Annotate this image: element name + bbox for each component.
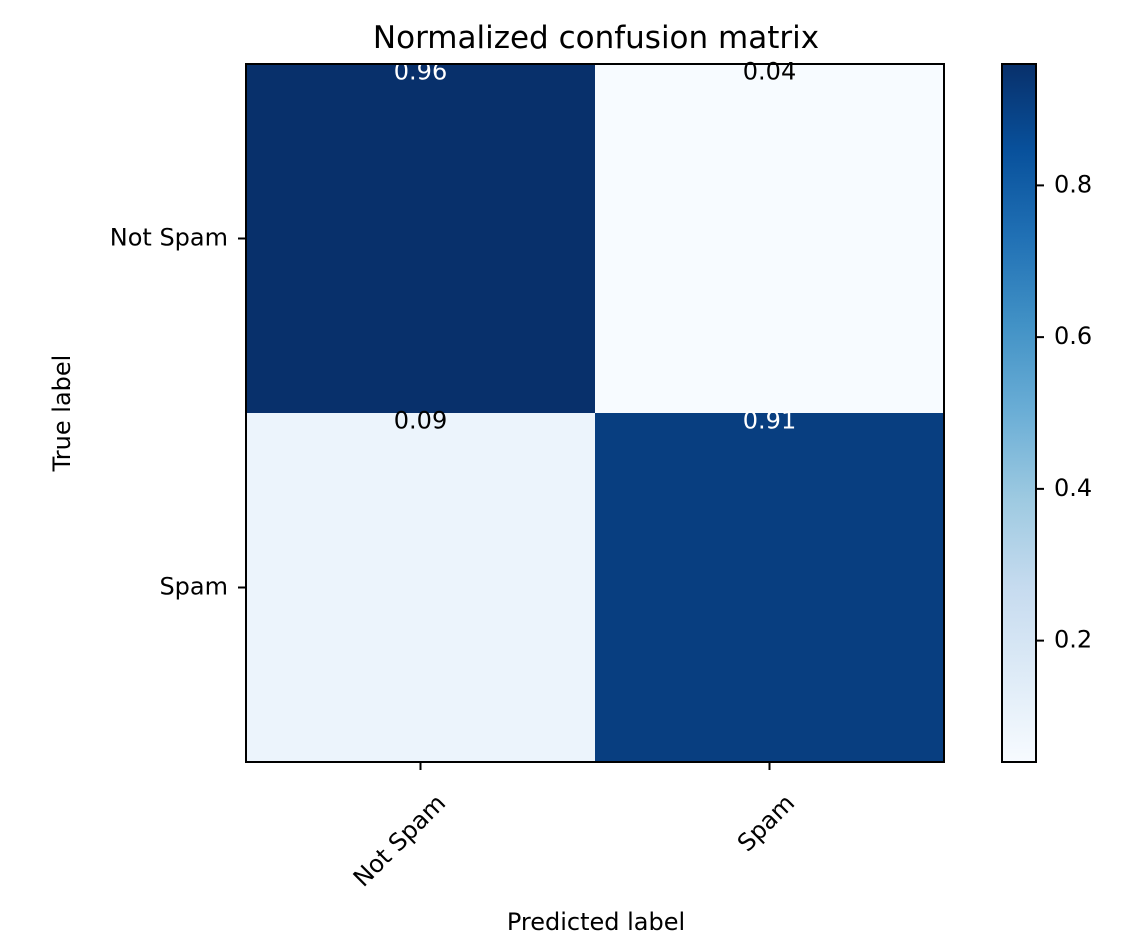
x-axis-ticks: Not Spam Spam — [348, 762, 800, 892]
matrix-cell-label: 0.96 — [394, 58, 447, 86]
chart-title: Normalized confusion matrix — [373, 20, 819, 56]
colorbar-tick-label: 0.4 — [1054, 474, 1092, 502]
colorbar-ticks: 0.2 0.4 0.6 0.8 — [1036, 170, 1092, 654]
plot-frame — [245, 63, 945, 763]
matrix-cell — [246, 64, 596, 414]
matrix-cell-label: 0.09 — [394, 407, 447, 435]
matrix-cell-label: 0.91 — [743, 407, 796, 435]
colorbar-tick-label: 0.6 — [1054, 322, 1092, 350]
matrix-cell-labels: 0.96 0.04 0.09 0.91 — [394, 58, 796, 435]
matrix-cell — [246, 413, 596, 763]
y-axis-label: True label — [48, 355, 76, 473]
y-tick-label: Not Spam — [110, 224, 228, 252]
colorbar-tick-label: 0.8 — [1054, 170, 1092, 198]
matrix-cells — [246, 64, 945, 763]
x-tick-label: Not Spam — [348, 789, 451, 892]
colorbar-tick-label: 0.2 — [1054, 626, 1092, 654]
matrix-cell-label: 0.04 — [743, 58, 796, 86]
y-axis-ticks: Not Spam Spam — [110, 224, 246, 601]
matrix-cell — [595, 413, 945, 763]
y-tick-label: Spam — [159, 573, 228, 601]
colorbar — [1001, 63, 1037, 763]
x-tick-label: Spam — [732, 789, 800, 857]
x-axis-label: Predicted label — [507, 908, 685, 936]
matrix-cell — [595, 64, 945, 414]
